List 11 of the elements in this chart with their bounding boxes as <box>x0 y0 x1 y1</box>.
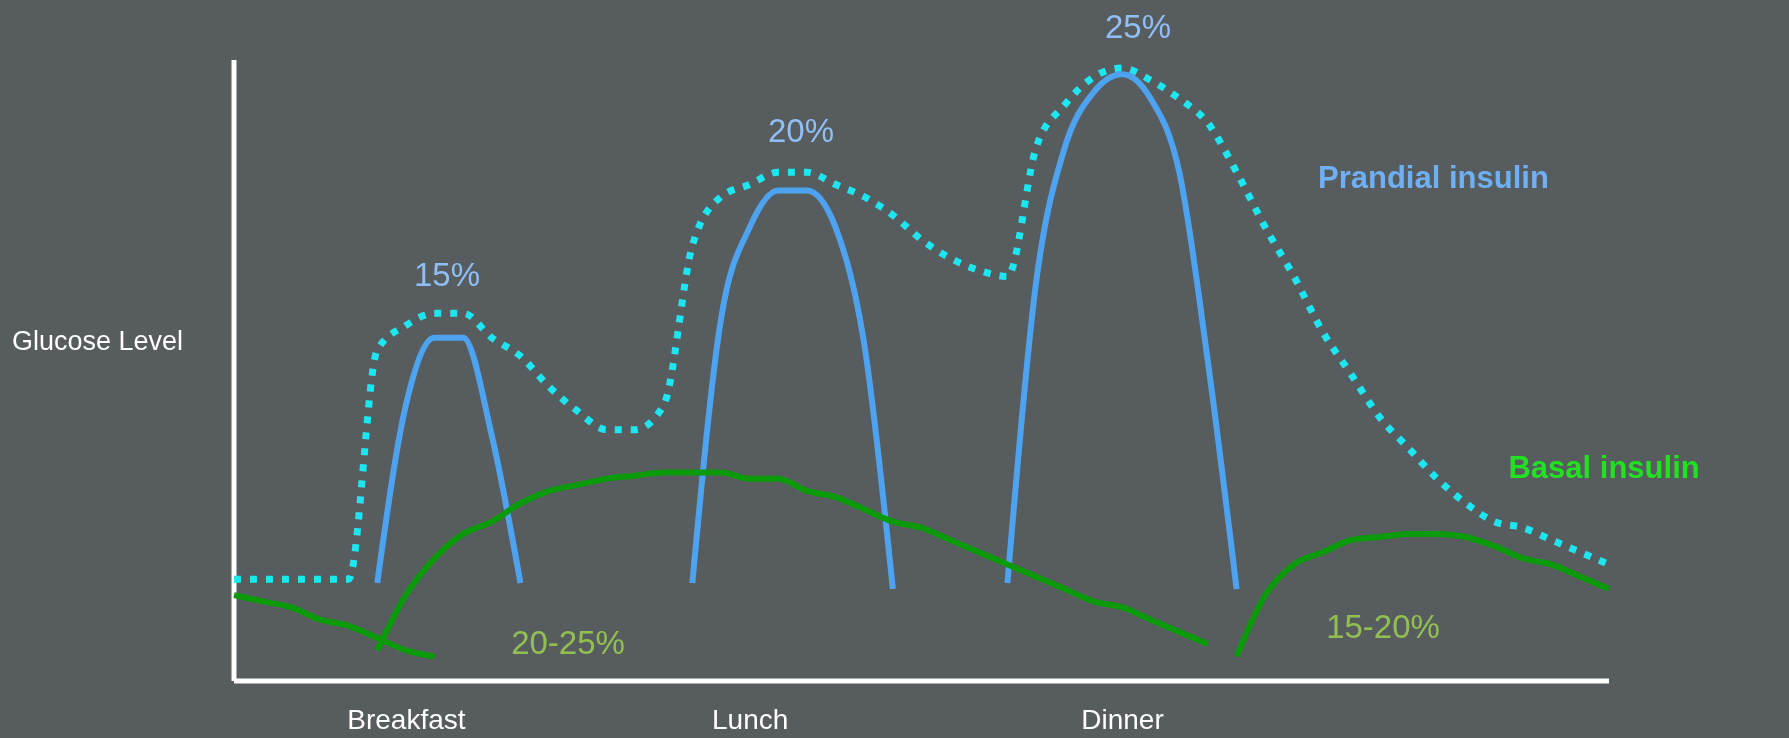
annotation: 15% <box>413 255 481 293</box>
annotation: 20-25% <box>511 623 625 661</box>
x-tick-label: Lunch <box>711 703 789 735</box>
annotation: 20% <box>767 111 835 149</box>
text: 25% <box>1104 7 1172 45</box>
y-axis-title: Glucose Level <box>12 326 184 356</box>
x-tick-label: Dinner <box>1081 703 1164 735</box>
legend-label: Prandial insulin <box>1318 160 1549 196</box>
x-tick-label: Breakfast <box>347 703 466 735</box>
annotation: 15-20% <box>1326 607 1440 645</box>
text: Basal insulin <box>1508 450 1700 486</box>
